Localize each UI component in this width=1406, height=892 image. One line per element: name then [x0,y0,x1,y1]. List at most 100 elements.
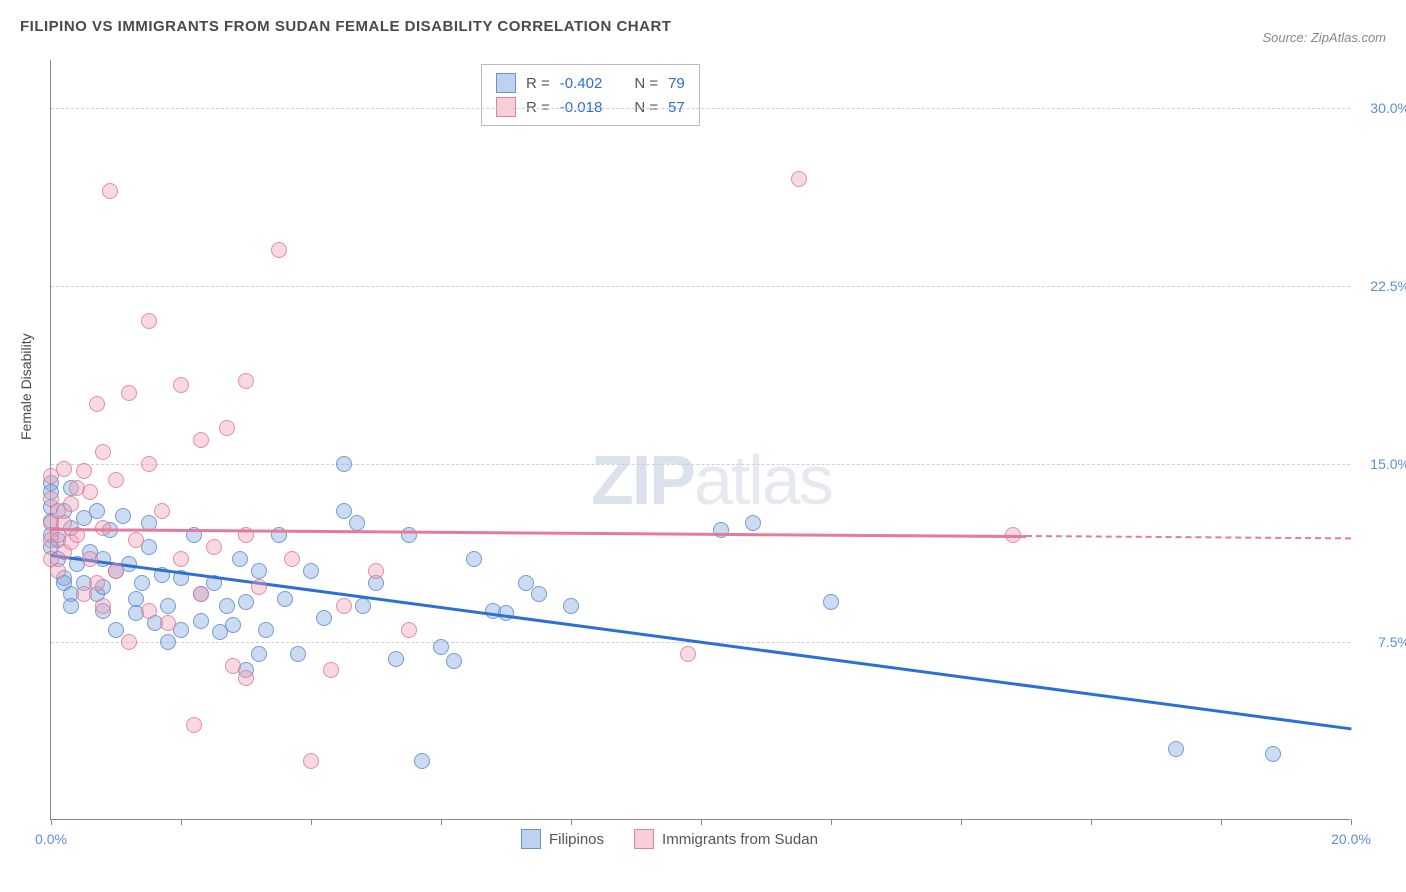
data-point [518,575,534,591]
data-point [173,377,189,393]
series-legend: Filipinos Immigrants from Sudan [521,829,818,849]
y-tick-label: 22.5% [1370,278,1406,294]
data-point [823,594,839,610]
data-point [160,634,176,650]
x-tick [1221,819,1222,825]
y-tick-label: 7.5% [1378,634,1406,650]
data-point [232,551,248,567]
data-point [323,662,339,678]
data-point [303,753,319,769]
data-point [225,617,241,633]
gridline [51,108,1350,109]
data-point [76,586,92,602]
r-label: R = [526,75,550,92]
data-point [108,563,124,579]
data-point [271,242,287,258]
x-tick [51,819,52,825]
data-point [89,396,105,412]
data-point [466,551,482,567]
data-point [82,484,98,500]
data-point [290,646,306,662]
data-point [160,598,176,614]
n-label: N = [634,75,658,92]
legend-swatch [496,73,516,93]
data-point [160,615,176,631]
gridline [51,464,1350,465]
data-point [219,420,235,436]
data-point [433,639,449,655]
data-point [102,183,118,199]
data-point [121,385,137,401]
data-point [251,579,267,595]
data-point [1168,741,1184,757]
data-point [63,598,79,614]
correlation-legend: R =-0.402N =79R =-0.018N =57 [481,64,700,126]
source-attribution: Source: ZipAtlas.com [1262,30,1386,45]
data-point [336,598,352,614]
data-point [121,634,137,650]
data-point [336,503,352,519]
scatter-plot: ZIPatlas R =-0.402N =79R =-0.018N =57 Fi… [50,60,1350,820]
watermark: ZIPatlas [591,440,832,520]
data-point [108,622,124,638]
data-point [82,551,98,567]
data-point [251,646,267,662]
data-point [388,651,404,667]
y-axis-label: Female Disability [18,333,34,440]
data-point [713,522,729,538]
data-point [89,503,105,519]
x-tick [701,819,702,825]
y-tick-label: 30.0% [1370,100,1406,116]
data-point [154,503,170,519]
data-point [791,171,807,187]
data-point [193,432,209,448]
data-point [258,622,274,638]
data-point [563,598,579,614]
data-point [141,313,157,329]
data-point [349,515,365,531]
data-point [303,563,319,579]
data-point [173,551,189,567]
data-point [446,653,462,669]
data-point [89,575,105,591]
data-point [186,717,202,733]
data-point [238,594,254,610]
data-point [368,563,384,579]
data-point [193,613,209,629]
x-tick [441,819,442,825]
trend-line-dashed [1026,535,1351,539]
legend-label: Immigrants from Sudan [662,831,818,848]
x-tick-label: 0.0% [35,831,67,847]
x-tick [831,819,832,825]
x-tick [311,819,312,825]
data-point [76,463,92,479]
chart-title: FILIPINO VS IMMIGRANTS FROM SUDAN FEMALE… [20,18,671,35]
r-value: -0.402 [560,75,603,92]
data-point [95,598,111,614]
data-point [531,586,547,602]
data-point [316,610,332,626]
data-point [225,658,241,674]
data-point [134,575,150,591]
data-point [219,598,235,614]
data-point [251,563,267,579]
data-point [414,753,430,769]
data-point [745,515,761,531]
data-point [336,456,352,472]
data-point [355,598,371,614]
legend-label: Filipinos [549,831,604,848]
n-value: 79 [668,75,685,92]
legend-row: R = -0.402 N = 79 [496,71,685,95]
data-point [50,563,66,579]
data-point [401,622,417,638]
data-point [193,586,209,602]
data-point [63,496,79,512]
x-tick-label: 20.0% [1331,831,1371,847]
x-tick [571,819,572,825]
legend-item: Immigrants from Sudan [634,829,818,849]
data-point [1265,746,1281,762]
x-tick [1091,819,1092,825]
data-point [108,472,124,488]
legend-swatch [634,829,654,849]
x-tick [181,819,182,825]
